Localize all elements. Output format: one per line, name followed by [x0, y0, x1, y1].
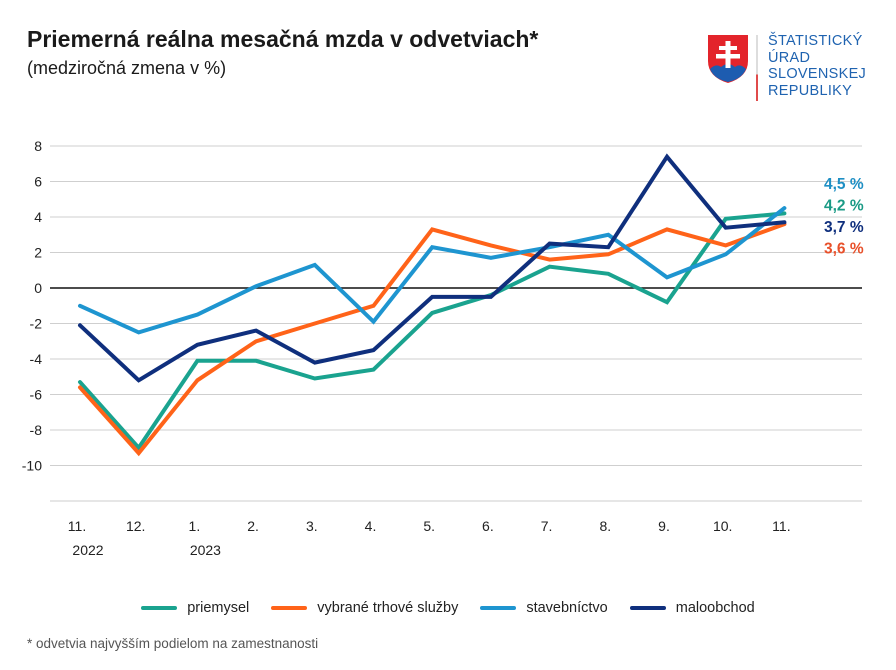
- x-year-label: 2023: [190, 542, 221, 558]
- end-value-label: 4,2 %: [824, 198, 864, 215]
- end-value-label: 4,5 %: [824, 176, 864, 193]
- y-tick-label: -10: [22, 458, 42, 474]
- series-line-vybrané-trhové-služby: [78, 222, 787, 457]
- x-tick-label: 8.: [599, 518, 611, 534]
- logo-line: ÚRAD: [768, 49, 811, 66]
- end-value-label: 3,7 %: [824, 219, 864, 236]
- y-tick-label: 6: [34, 174, 42, 190]
- y-tick-label: -8: [30, 422, 43, 438]
- x-tick-label: 1.: [189, 518, 201, 534]
- x-tick-label: 6.: [482, 518, 494, 534]
- x-tick-label: 3.: [306, 518, 318, 534]
- legend-label: vybrané trhové služby: [317, 600, 459, 616]
- logo-text: ŠTATISTICKÝ ÚRAD SLOVENSKEJ REPUBLIKY: [768, 33, 866, 99]
- y-tick-label: -4: [30, 351, 43, 367]
- x-tick-label: 10.: [713, 518, 732, 534]
- x-year-label: 2022: [72, 542, 103, 558]
- susr-logo: ŠTATISTICKÝ ÚRAD SLOVENSKEJ REPUBLIKY: [706, 33, 876, 103]
- y-tick-label: 8: [34, 138, 42, 154]
- legend-item: priemysel: [141, 600, 249, 616]
- legend-item: vybrané trhové služby: [271, 600, 458, 616]
- y-tick-label: -2: [30, 316, 43, 332]
- chart-legend: priemysel vybrané trhové služby stavebníct…: [0, 600, 896, 616]
- chart-subtitle: (medziročná zmena v %): [27, 58, 227, 78]
- x-tick-label: 4.: [365, 518, 377, 534]
- logo-line: REPUBLIKY: [768, 82, 853, 99]
- legend-swatch: [480, 606, 517, 610]
- legend-label: stavebníctvo: [526, 600, 608, 616]
- x-tick-label: 11.: [772, 518, 790, 534]
- logo-divider: [756, 35, 758, 101]
- series-line-maloobchod: [78, 153, 787, 383]
- footnote: * odvetvia najvyšším podielom na zamestn…: [27, 636, 319, 651]
- x-tick-label: 11.: [68, 518, 86, 534]
- line-chart: 8 6 4 2 0 -2 -4 -6 -8 -10 11. 12. 1. 2. 3. 4. 5. 6. 7. 8. 9.…: [22, 138, 864, 558]
- end-value-label: 3,6 %: [824, 241, 864, 258]
- x-tick-label: 9.: [658, 518, 670, 534]
- legend-swatch: [271, 606, 308, 610]
- legend-item: maloobchod: [629, 600, 755, 616]
- x-tick-label: 7.: [541, 518, 553, 534]
- y-tick-label: 0: [34, 280, 42, 296]
- x-tick-label: 12.: [126, 518, 145, 534]
- logo-line: ŠTATISTICKÝ: [768, 33, 863, 49]
- legend-label: priemysel: [187, 600, 250, 616]
- y-tick-label: 2: [34, 245, 42, 261]
- chart-title: Priemerná reálna mesačná mzda v odvetvia…: [27, 26, 539, 52]
- coat-of-arms-icon: [708, 35, 748, 83]
- legend-item: stavebníctvo: [480, 600, 608, 616]
- y-tick-label: -6: [30, 387, 43, 403]
- y-tick-label: 4: [34, 209, 42, 225]
- legend-label: maloobchod: [675, 600, 755, 616]
- legend-swatch: [141, 606, 178, 610]
- logo-line: SLOVENSKEJ: [768, 66, 867, 82]
- x-tick-label: 2.: [247, 518, 259, 534]
- legend-swatch: [629, 606, 666, 610]
- x-tick-label: 5.: [423, 518, 435, 534]
